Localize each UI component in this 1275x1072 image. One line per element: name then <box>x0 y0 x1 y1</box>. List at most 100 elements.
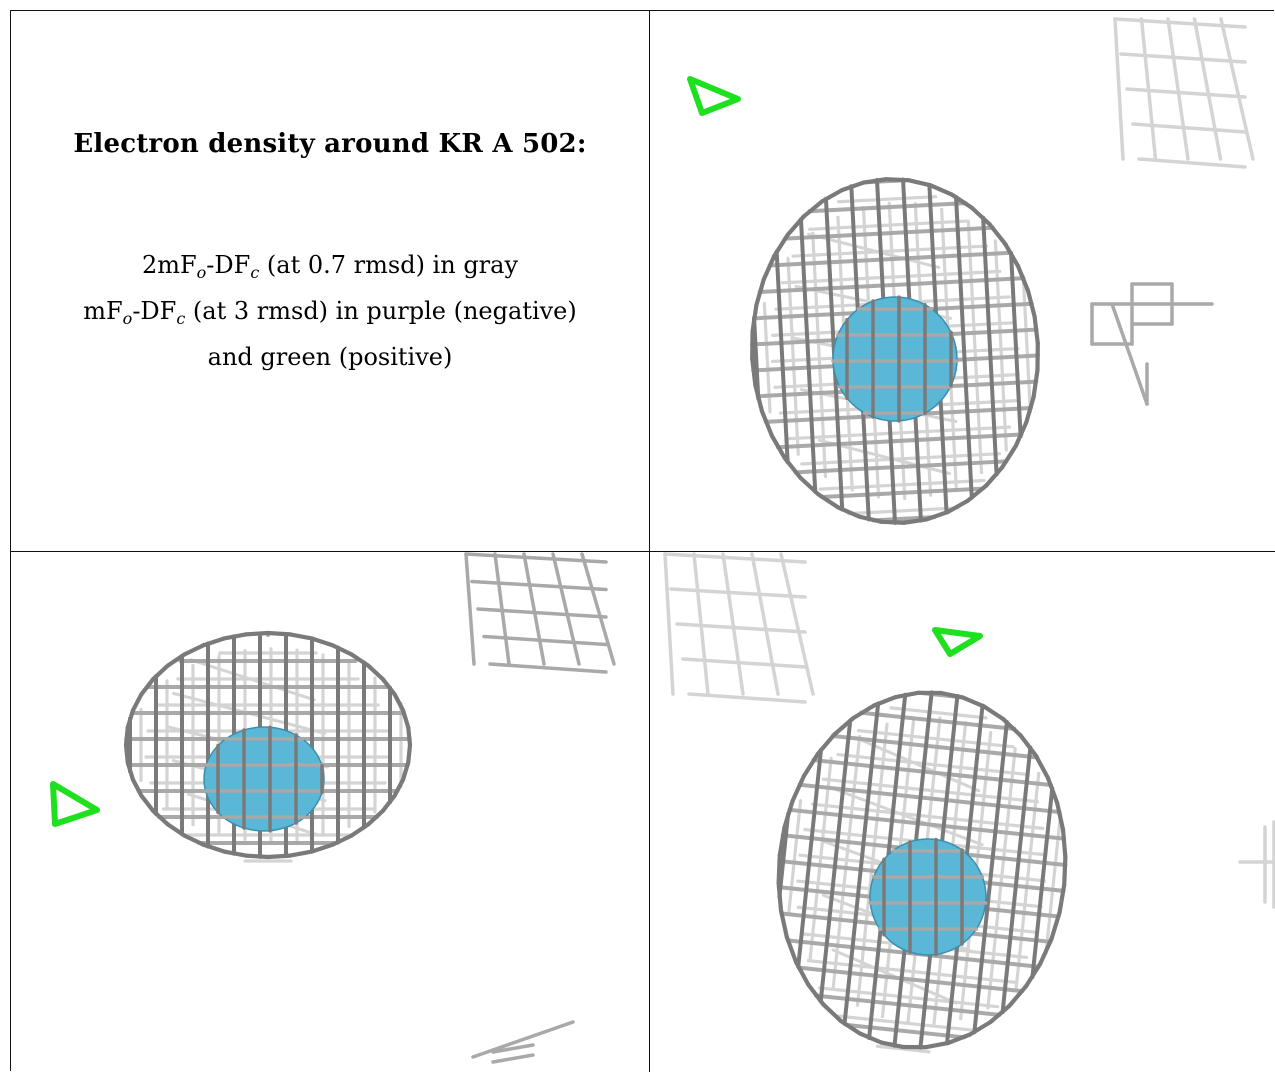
mesh-outline <box>332 645 351 654</box>
mesh-outline <box>408 745 410 763</box>
neighbor-mesh <box>466 554 614 672</box>
mesh-outline <box>1064 857 1065 885</box>
neighbor-mesh-fragment <box>473 1022 573 1062</box>
density-view-1 <box>650 11 1275 551</box>
mesh-strand <box>1168 19 1188 159</box>
mesh-outline <box>133 694 142 710</box>
figure-table: Electron density around KR A 502: 2mFo-D… <box>10 10 1274 1071</box>
mesh-strand <box>1121 54 1245 62</box>
legend-title: Electron density around KR A 502: <box>11 129 649 159</box>
mesh-outline <box>185 836 204 845</box>
density-view-1-svg <box>650 11 1275 551</box>
mesh-strand <box>493 1055 533 1062</box>
mesh-outline <box>403 710 408 727</box>
mesh-strand <box>553 554 579 664</box>
mesh-strand <box>781 554 813 694</box>
mesh-outline <box>1063 830 1065 858</box>
neighbor-mesh <box>665 554 813 702</box>
mesh-strand <box>524 554 544 664</box>
mesh-outline <box>268 633 290 634</box>
mesh-outline <box>859 517 881 522</box>
mesh-outline <box>268 856 290 857</box>
mesh-outline <box>185 645 204 654</box>
positive-density-blob <box>53 784 97 824</box>
table-horizontal-rule <box>11 551 1275 552</box>
mesh-strand <box>490 664 606 672</box>
mesh-outline <box>796 962 808 985</box>
mesh-outline <box>224 634 246 638</box>
mesh-strand <box>1221 19 1253 159</box>
mesh-outline <box>823 1004 841 1021</box>
mesh-strand <box>665 554 673 694</box>
mesh-strand <box>1133 124 1245 132</box>
mesh-outline <box>874 697 896 705</box>
legend-line-fo-fc: mFo-DFc (at 3 rmsd) in purple (negative) <box>11 292 649 338</box>
mesh-outline <box>224 852 246 856</box>
mesh-strand <box>752 554 778 694</box>
mesh-outline <box>822 190 842 201</box>
mesh-outline <box>804 754 818 776</box>
krypton-atom <box>833 297 957 421</box>
mesh-outline <box>908 180 930 185</box>
mesh-outline <box>290 634 312 638</box>
mesh-outline <box>1035 317 1038 344</box>
mesh-outline <box>948 501 968 512</box>
mesh-outline <box>153 666 167 679</box>
mesh-outline <box>990 224 1006 244</box>
mesh-outline <box>126 727 128 745</box>
density-view-3 <box>650 552 1275 1072</box>
mesh-outline <box>141 796 153 811</box>
mesh-outline <box>128 710 133 727</box>
neighbor-mesh-fragment <box>1092 284 1212 404</box>
legend-line-colors: and green (positive) <box>11 338 649 377</box>
mesh-strand <box>760 278 1024 292</box>
mesh-strand <box>689 694 805 702</box>
mesh-outline <box>785 458 801 478</box>
mesh-strand <box>822 489 983 497</box>
mesh-strand <box>1139 159 1245 167</box>
mesh-outline <box>972 208 990 225</box>
mesh-strand <box>1115 19 1245 27</box>
legend-text: 2mFo-DFc (at 0.7 rmsd) in gray mFo-DFc (… <box>11 246 649 377</box>
krypton-atom <box>870 839 986 955</box>
mesh-strand <box>789 801 801 913</box>
mesh-outline <box>312 638 333 645</box>
mesh-outline <box>204 845 225 852</box>
mesh-outline <box>896 693 918 697</box>
positive-density-blob <box>690 79 738 113</box>
mesh-outline <box>246 633 268 634</box>
mesh-outline <box>133 780 142 796</box>
mesh-strand <box>484 637 606 645</box>
mesh-strand <box>582 554 614 664</box>
mesh-outline <box>290 852 312 856</box>
neighbor-mesh <box>1115 19 1253 167</box>
positive-density-blob <box>935 630 980 654</box>
mesh-strand <box>472 582 606 590</box>
mesh-outline <box>779 883 781 911</box>
density-view-3-svg <box>650 552 1275 1072</box>
density-view-2 <box>11 552 649 1072</box>
mesh-outline <box>882 522 904 523</box>
mesh-strand <box>1115 19 1123 159</box>
mesh-outline <box>963 697 984 706</box>
mesh-outline <box>764 256 775 280</box>
mesh-outline <box>853 705 874 718</box>
mesh-strand <box>466 554 474 664</box>
mesh-outline <box>931 185 952 194</box>
mesh-strand <box>723 554 743 694</box>
mesh-outline <box>818 734 835 754</box>
neighbor-mesh-fragment <box>1240 822 1275 907</box>
density-view-2-svg <box>11 552 649 1072</box>
mesh-strand <box>1195 19 1221 159</box>
mesh-strand <box>478 609 606 617</box>
mesh-outline <box>779 855 780 883</box>
mesh-outline <box>126 745 128 763</box>
mesh-outline <box>926 1043 948 1047</box>
mesh-strand <box>671 589 805 597</box>
mesh-outline <box>886 179 908 180</box>
mesh-strand <box>1127 89 1245 97</box>
mesh-outline <box>774 235 787 256</box>
mesh-outline <box>351 824 368 835</box>
mesh-strand <box>677 624 805 632</box>
mesh-outline <box>986 467 1002 485</box>
